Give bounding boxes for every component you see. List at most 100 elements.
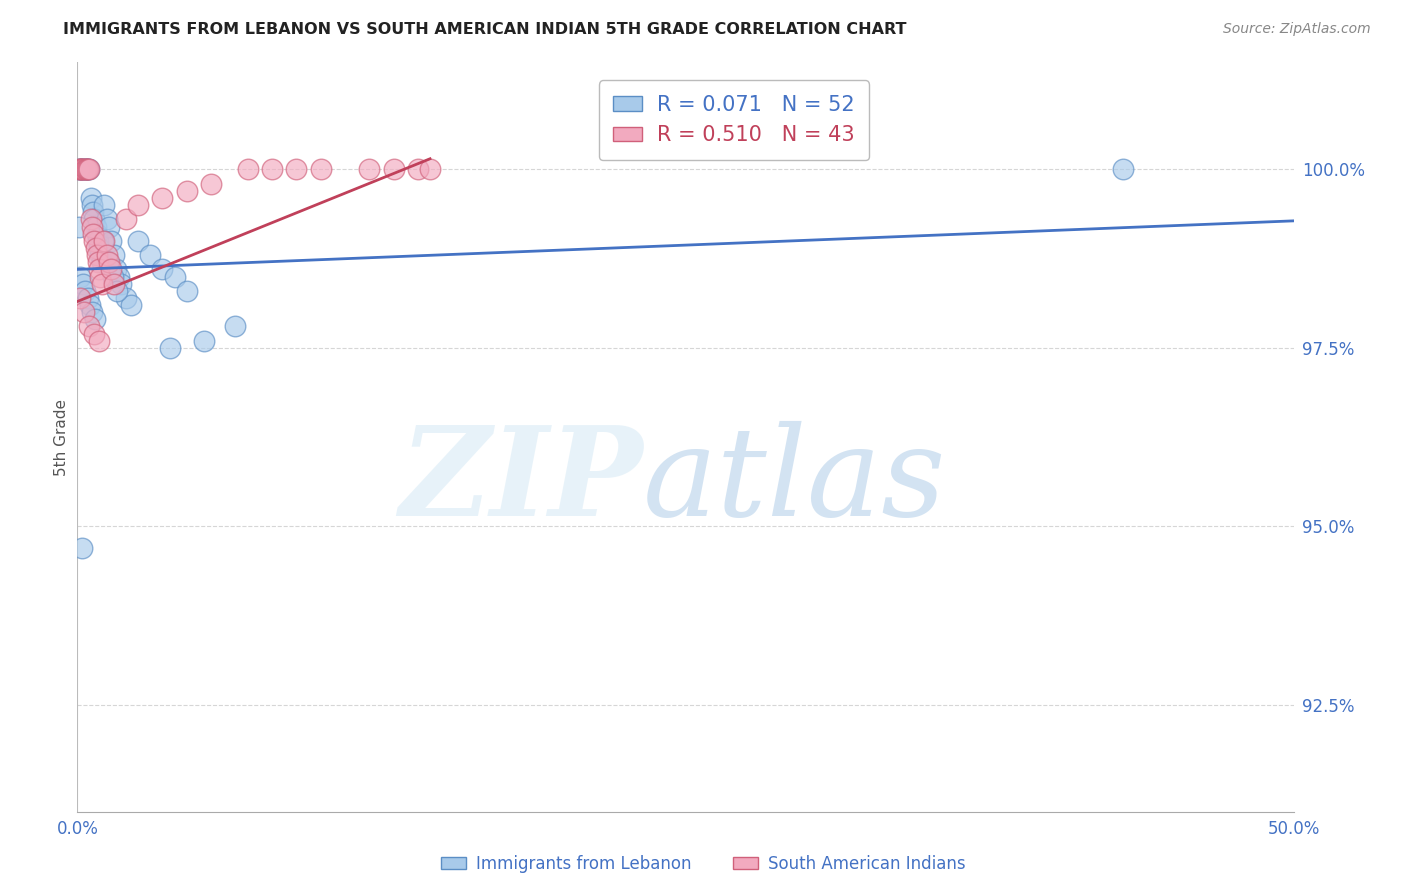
Point xyxy=(100,262,122,277)
Text: Source: ZipAtlas.com: Source: ZipAtlas.com xyxy=(1223,22,1371,37)
Point xyxy=(110,277,132,291)
Point xyxy=(76,162,98,177)
Point xyxy=(97,255,120,269)
Point xyxy=(84,241,107,255)
Point xyxy=(70,162,93,177)
Point xyxy=(107,269,129,284)
Point xyxy=(70,162,93,177)
Point xyxy=(260,162,283,177)
Point xyxy=(115,212,138,227)
Point xyxy=(236,162,259,177)
Point xyxy=(80,219,103,234)
Point xyxy=(176,284,198,298)
Point xyxy=(83,312,105,326)
Point xyxy=(86,227,108,241)
Point xyxy=(93,234,115,248)
Point xyxy=(70,162,93,177)
Point xyxy=(152,262,174,277)
Point xyxy=(359,162,381,177)
Point xyxy=(89,262,111,277)
Point xyxy=(89,248,111,262)
Point xyxy=(159,341,181,355)
Point xyxy=(97,255,120,269)
Point xyxy=(76,162,98,177)
Point xyxy=(176,184,198,198)
Point xyxy=(70,162,93,177)
Point xyxy=(91,234,114,248)
Point xyxy=(101,269,124,284)
Point xyxy=(90,255,112,269)
Point xyxy=(73,305,96,319)
Point xyxy=(69,162,91,177)
Point xyxy=(105,262,128,277)
Point xyxy=(96,212,118,227)
Point xyxy=(69,291,91,305)
Point xyxy=(139,248,162,262)
Point xyxy=(82,227,104,241)
Point xyxy=(120,298,142,312)
Point xyxy=(79,162,101,177)
Point xyxy=(80,191,103,205)
Point xyxy=(90,277,112,291)
Point xyxy=(115,291,138,305)
Point xyxy=(72,162,94,177)
Point xyxy=(152,191,174,205)
Point xyxy=(83,212,105,227)
Point xyxy=(67,219,90,234)
Point xyxy=(75,162,97,177)
Legend: Immigrants from Lebanon, South American Indians: Immigrants from Lebanon, South American … xyxy=(434,848,972,880)
Legend: R = 0.071   N = 52, R = 0.510   N = 43: R = 0.071 N = 52, R = 0.510 N = 43 xyxy=(599,80,869,160)
Point xyxy=(96,248,118,262)
Point xyxy=(82,305,104,319)
Point xyxy=(76,291,98,305)
Point xyxy=(97,219,120,234)
Point xyxy=(285,162,308,177)
Point xyxy=(107,284,129,298)
Text: IMMIGRANTS FROM LEBANON VS SOUTH AMERICAN INDIAN 5TH GRADE CORRELATION CHART: IMMIGRANTS FROM LEBANON VS SOUTH AMERICA… xyxy=(63,22,907,37)
Point xyxy=(1112,162,1135,177)
Point xyxy=(93,198,115,212)
Point xyxy=(127,198,149,212)
Point xyxy=(83,326,105,341)
Point xyxy=(77,162,100,177)
Point xyxy=(87,234,110,248)
Point xyxy=(82,205,104,219)
Point xyxy=(83,234,105,248)
Point xyxy=(72,277,94,291)
Point xyxy=(89,241,111,255)
Point xyxy=(77,319,100,334)
Point xyxy=(80,198,103,212)
Point xyxy=(200,177,222,191)
Text: atlas: atlas xyxy=(643,421,946,543)
Point xyxy=(69,269,91,284)
Point xyxy=(419,162,441,177)
Point xyxy=(79,298,101,312)
Point xyxy=(224,319,246,334)
Point xyxy=(80,212,103,227)
Point xyxy=(87,255,110,269)
Point xyxy=(75,284,97,298)
Point xyxy=(73,162,96,177)
Point xyxy=(69,162,91,177)
Point xyxy=(163,269,186,284)
Text: ZIP: ZIP xyxy=(399,421,643,543)
Point xyxy=(100,234,122,248)
Point xyxy=(77,162,100,177)
Point xyxy=(406,162,429,177)
Point xyxy=(84,219,107,234)
Point xyxy=(75,162,97,177)
Point xyxy=(67,162,90,177)
Point xyxy=(127,234,149,248)
Point xyxy=(89,269,111,284)
Y-axis label: 5th Grade: 5th Grade xyxy=(53,399,69,475)
Point xyxy=(72,162,94,177)
Point xyxy=(382,162,405,177)
Point xyxy=(79,162,101,177)
Point xyxy=(67,162,90,177)
Point xyxy=(73,162,96,177)
Point xyxy=(86,248,108,262)
Point xyxy=(103,277,125,291)
Point xyxy=(193,334,215,348)
Point xyxy=(70,541,93,555)
Point xyxy=(103,248,125,262)
